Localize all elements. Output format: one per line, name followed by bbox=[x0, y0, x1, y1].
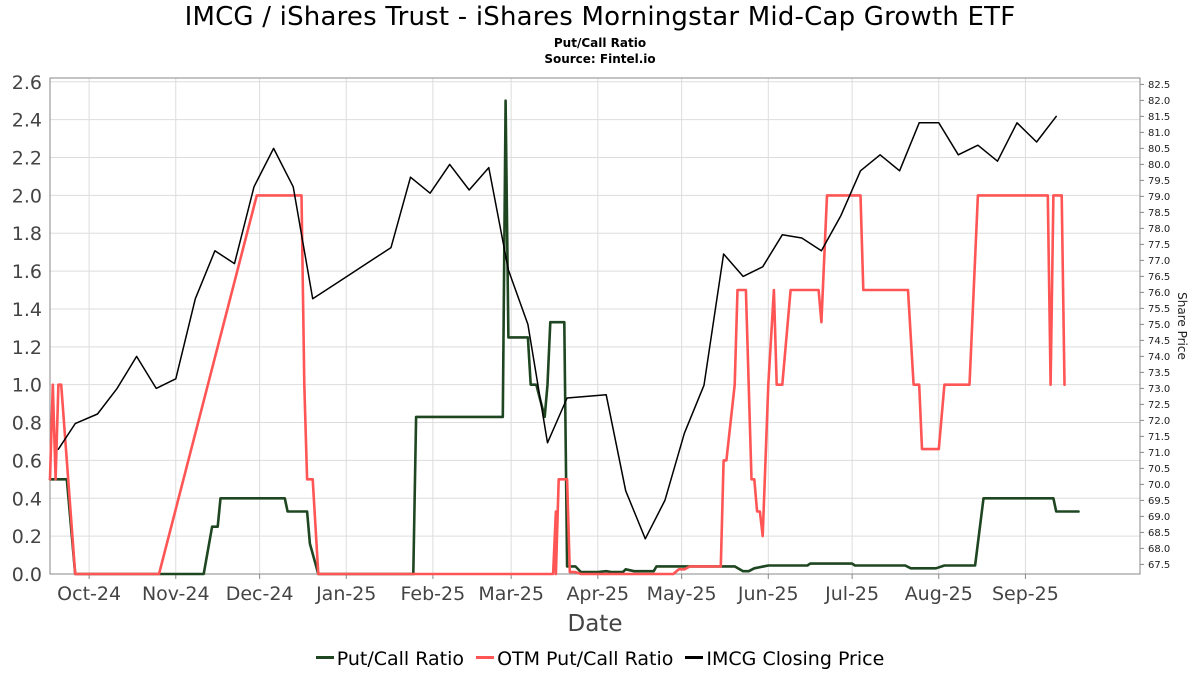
y-tick-label: 0.8 bbox=[12, 413, 42, 435]
legend-item-closing-price: IMCG Closing Price bbox=[685, 648, 884, 670]
y-tick-label: 0.2 bbox=[12, 526, 42, 548]
y-tick-label: 1.8 bbox=[12, 223, 42, 245]
y2-tick-label: 71.5 bbox=[1148, 432, 1170, 443]
y2-tick-label: 72.5 bbox=[1148, 400, 1170, 411]
chart-legend: Put/Call Ratio OTM Put/Call Ratio IMCG C… bbox=[0, 648, 1200, 670]
x-tick-label: Mar-25 bbox=[478, 583, 544, 605]
legend-label-put-call: Put/Call Ratio bbox=[336, 648, 465, 670]
x-tick-label: Apr-25 bbox=[566, 583, 629, 605]
y2-tick-label: 75.5 bbox=[1148, 304, 1170, 315]
x-tick-label: Nov-24 bbox=[142, 583, 210, 605]
series-line-otm-put-call bbox=[48, 194, 1066, 576]
y2-tick-label: 71.0 bbox=[1148, 448, 1170, 459]
legend-label-closing-price: IMCG Closing Price bbox=[706, 648, 885, 670]
y-tick-label: 0.0 bbox=[12, 564, 42, 586]
y2-tick-label: 79.0 bbox=[1148, 192, 1170, 203]
y2-tick-label: 78.5 bbox=[1148, 208, 1170, 219]
x-tick-label: Dec-24 bbox=[226, 583, 294, 605]
y2-tick-label: 74.5 bbox=[1148, 336, 1170, 347]
y2-tick-label: 73.5 bbox=[1148, 368, 1170, 379]
y-tick-label: 1.4 bbox=[12, 299, 42, 321]
y-tick-label: 1.2 bbox=[12, 337, 42, 359]
y2-tick-label: 72.0 bbox=[1148, 416, 1170, 427]
chart-source: Source: Fintel.io bbox=[544, 52, 656, 66]
y2-axis-title: Share Price bbox=[1175, 292, 1189, 360]
y2-tick-label: 67.5 bbox=[1148, 560, 1170, 571]
x-tick-label: Sep-25 bbox=[992, 583, 1059, 605]
y2-tick-label: 82.5 bbox=[1148, 80, 1170, 91]
legend-label-otm-put-call: OTM Put/Call Ratio bbox=[497, 648, 674, 670]
y-tick-label: 2.6 bbox=[12, 72, 42, 94]
y-tick-label: 1.6 bbox=[12, 261, 42, 283]
y2-tick-label: 77.5 bbox=[1148, 240, 1170, 251]
y2-tick-label: 80.0 bbox=[1148, 160, 1170, 171]
y-tick-label: 0.6 bbox=[12, 450, 42, 472]
y2-tick-label: 68.0 bbox=[1148, 544, 1170, 555]
y-tick-label: 2.2 bbox=[12, 148, 42, 170]
y2-tick-label: 80.5 bbox=[1148, 144, 1170, 155]
x-tick-label: Jul-25 bbox=[824, 583, 879, 605]
legend-swatch-put-call bbox=[315, 656, 334, 659]
plot-area bbox=[50, 78, 1140, 574]
chart-title: IMCG / iShares Trust - iShares Morningst… bbox=[184, 2, 1016, 32]
series-line-closing-price bbox=[57, 115, 1057, 540]
y2-tick-label: 75.0 bbox=[1148, 320, 1170, 331]
y2-tick-label: 78.0 bbox=[1148, 224, 1170, 235]
y2-tick-label: 69.5 bbox=[1148, 496, 1170, 507]
y2-tick-label: 76.5 bbox=[1148, 272, 1170, 283]
legend-item-put-call: Put/Call Ratio bbox=[315, 648, 465, 670]
y2-tick-label: 79.5 bbox=[1148, 176, 1170, 187]
legend-item-otm-put-call: OTM Put/Call Ratio bbox=[476, 648, 673, 670]
y2-tick-label: 68.5 bbox=[1148, 528, 1170, 539]
y2-tick-label: 82.0 bbox=[1148, 96, 1170, 107]
x-tick-label: May-25 bbox=[647, 583, 717, 605]
y2-tick-label: 81.0 bbox=[1148, 128, 1170, 139]
y2-tick-label: 74.0 bbox=[1148, 352, 1170, 363]
legend-swatch-closing-price bbox=[685, 656, 704, 659]
x-tick-label: Jun-25 bbox=[737, 583, 799, 605]
chart-subtitle: Put/Call Ratio bbox=[553, 36, 647, 50]
y-tick-label: 2.0 bbox=[12, 185, 42, 207]
y2-tick-label: 70.0 bbox=[1148, 480, 1170, 491]
y-tick-label: 0.4 bbox=[12, 488, 42, 510]
x-tick-label: Aug-25 bbox=[905, 583, 973, 605]
y2-tick-label: 81.5 bbox=[1148, 112, 1170, 123]
legend-swatch-otm-put-call bbox=[476, 656, 495, 659]
x-tick-label: Feb-25 bbox=[401, 583, 466, 605]
y2-tick-label: 76.0 bbox=[1148, 288, 1170, 299]
y-tick-label: 1.0 bbox=[12, 375, 42, 397]
series-line-put-call bbox=[48, 99, 1080, 576]
y-tick-label: 2.4 bbox=[12, 110, 42, 132]
x-tick-label: Jan-25 bbox=[315, 583, 376, 605]
y2-tick-label: 69.0 bbox=[1148, 512, 1170, 523]
x-axis-title: Date bbox=[568, 611, 623, 637]
y2-tick-label: 73.0 bbox=[1148, 384, 1170, 395]
x-tick-label: Oct-24 bbox=[57, 583, 121, 605]
y2-tick-label: 70.5 bbox=[1148, 464, 1170, 475]
y2-tick-label: 77.0 bbox=[1148, 256, 1170, 267]
